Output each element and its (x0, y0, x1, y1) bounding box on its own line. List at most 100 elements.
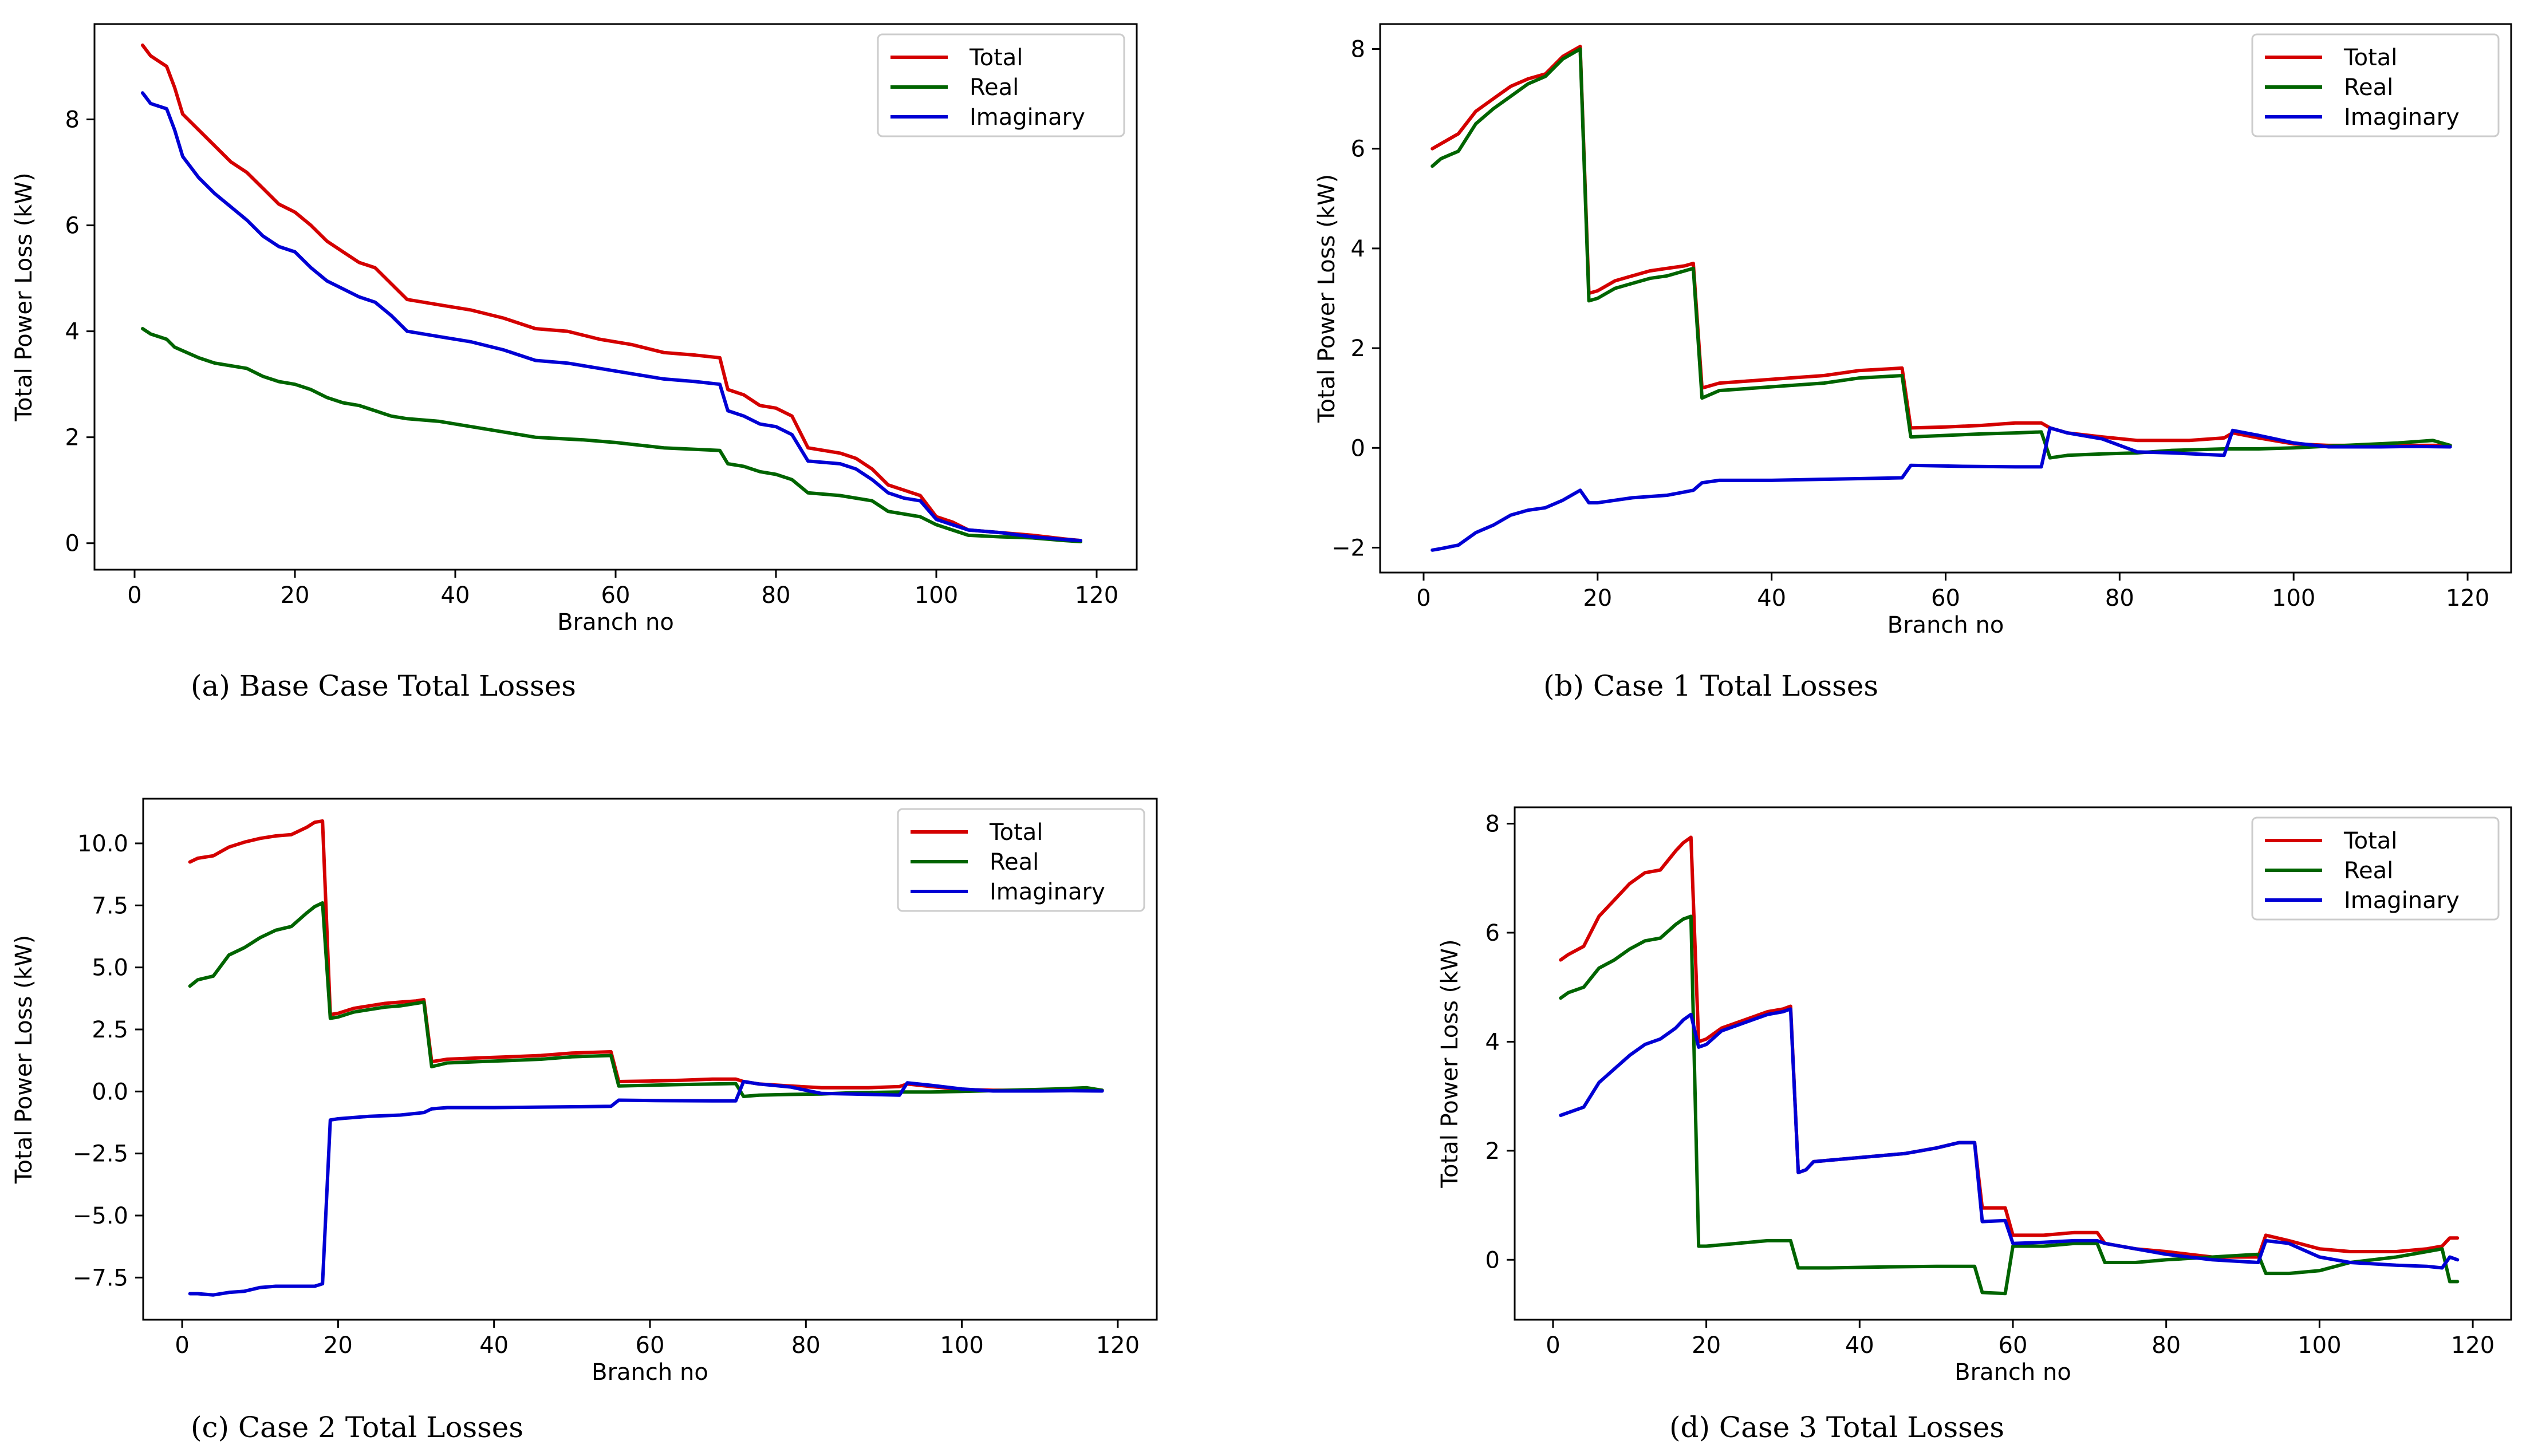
legend: Total Real Imaginary (2251, 33, 2500, 137)
x-tick-label: 60 (1999, 1332, 2028, 1359)
x-tick-label: 0 (127, 582, 141, 609)
legend: Total Real Imaginary (2251, 816, 2500, 921)
x-tick-label: 120 (1096, 1332, 1140, 1359)
x-tick-label: 100 (2272, 585, 2315, 611)
y-tick-label: 4 (1351, 236, 1365, 262)
figure-caption: (a) Base Case Total Losses (191, 669, 576, 703)
y-axis-label: Total Power Loss (kW) (11, 172, 37, 421)
x-tick-label: 120 (1075, 582, 1118, 609)
figure-caption: (c) Case 2 Total Losses (191, 1411, 523, 1444)
series-line-imaginary (1559, 1007, 2460, 1270)
y-tick-label: 7.5 (92, 893, 128, 919)
legend-label-imaginary: Imaginary (2344, 104, 2460, 131)
y-tick-label: −5.0 (73, 1203, 128, 1229)
series-group (141, 44, 1082, 543)
series-line-total (141, 44, 1082, 543)
x-tick-label: 100 (915, 582, 958, 609)
x-tick-label: 80 (2151, 1332, 2181, 1359)
y-tick-label: 0 (65, 531, 80, 557)
y-tick-label: −2 (1331, 535, 1365, 561)
x-tick-label: 20 (1692, 1332, 1721, 1359)
x-tick-label: 100 (2298, 1332, 2341, 1359)
x-tick-label: 100 (940, 1332, 983, 1359)
y-tick-label: 0 (1485, 1247, 1500, 1273)
x-tick-label: 40 (479, 1332, 509, 1359)
x-axis-label: Branch no (1887, 612, 2004, 638)
x-tick-label: 20 (324, 1332, 353, 1359)
series-line-real (1559, 914, 2460, 1296)
series-line-total (188, 819, 1104, 1092)
y-tick-label: 6 (1485, 920, 1500, 946)
y-tick-label: 8 (1351, 37, 1365, 63)
x-tick-label: 40 (1757, 585, 1786, 611)
legend-label-total: Total (969, 45, 1023, 71)
legend-label-imaginary: Imaginary (990, 879, 1105, 905)
series-group (1431, 45, 2452, 552)
x-tick-label: 40 (441, 582, 470, 609)
x-tick-label: 80 (2105, 585, 2134, 611)
series-line-imaginary (188, 1080, 1104, 1297)
figure-caption: (d) Case 3 Total Losses (1669, 1411, 2004, 1444)
x-tick-label: 80 (791, 1332, 821, 1359)
y-axis-label: Total Power Loss (kW) (1314, 174, 1340, 423)
y-tick-label: 6 (65, 213, 80, 239)
legend-label-real: Real (2344, 74, 2393, 101)
series-line-total (1431, 45, 2452, 447)
chart-panel-b: 0 20 40 60 80 100 120 −2 0 2 4 6 8 Branch no Total Pow… (1314, 23, 2512, 703)
legend-label-total: Total (2343, 45, 2397, 71)
series-line-real (141, 327, 1082, 543)
chart-panel-a: 0 20 40 60 80 100 120 0 2 4 6 8 Branch no Total Power… (11, 23, 1138, 703)
x-axis-label: Branch no (557, 609, 674, 636)
legend-label-real: Real (970, 74, 1019, 101)
x-axis-label: Branch no (1954, 1359, 2071, 1386)
legend-box (897, 808, 1145, 912)
series-line-imaginary (141, 91, 1082, 543)
x-tick-label: 120 (2446, 585, 2489, 611)
legend: Total Real Imaginary (877, 33, 1125, 137)
series-group (188, 819, 1104, 1297)
y-axis-label: Total Power Loss (kW) (1437, 939, 1463, 1188)
legend-label-imaginary: Imaginary (2344, 887, 2460, 914)
legend-box (2251, 816, 2500, 921)
series-line-real (1431, 47, 2452, 460)
y-tick-label: 8 (1485, 811, 1500, 838)
legend-box (2251, 33, 2500, 137)
series-line-imaginary (1431, 426, 2452, 552)
x-tick-label: 80 (762, 582, 791, 609)
y-tick-label: −2.5 (73, 1141, 128, 1167)
y-tick-label: 2 (1351, 336, 1365, 362)
legend: Total Real Imaginary (897, 808, 1145, 912)
legend-label-total: Total (2343, 828, 2397, 854)
x-tick-label: 0 (1546, 1332, 1560, 1359)
y-tick-label: 0.0 (92, 1079, 128, 1105)
series-group (1559, 835, 2460, 1296)
y-tick-label: −7.5 (73, 1265, 128, 1291)
x-tick-label: 40 (1845, 1332, 1874, 1359)
chart-panel-d: 0 20 40 60 80 100 120 0 2 4 6 8 Branch no Total Power… (1437, 806, 2512, 1444)
x-tick-label: 60 (1931, 585, 1960, 611)
legend-label-real: Real (2344, 858, 2393, 884)
legend-label-imaginary: Imaginary (970, 104, 1085, 131)
y-tick-label: 6 (1351, 136, 1365, 163)
y-tick-label: 2.5 (92, 1017, 128, 1043)
chart-panel-c: 0 20 40 60 80 100 120 −7.5 −5.0 −2.5 0.0 2.5 5.0 7.5 1… (11, 798, 1158, 1444)
y-tick-label: 0 (1351, 435, 1365, 461)
y-tick-label: 4 (65, 319, 80, 345)
x-tick-label: 20 (1583, 585, 1612, 611)
y-tick-label: 2 (65, 425, 80, 451)
figure-caption: (b) Case 1 Total Losses (1543, 669, 1878, 703)
y-axis-label: Total Power Loss (kW) (11, 935, 37, 1184)
y-tick-label: 2 (1485, 1138, 1500, 1165)
x-axis-label: Branch no (592, 1359, 708, 1386)
legend-box (877, 33, 1125, 137)
x-tick-label: 20 (281, 582, 310, 609)
x-tick-label: 0 (1416, 585, 1431, 611)
y-tick-label: 10.0 (77, 831, 128, 857)
x-tick-label: 0 (175, 1332, 189, 1359)
y-tick-label: 4 (1485, 1029, 1500, 1055)
legend-label-total: Total (989, 819, 1043, 846)
y-tick-label: 8 (65, 107, 80, 133)
x-tick-label: 120 (2451, 1332, 2495, 1359)
y-tick-label: 5.0 (92, 955, 128, 981)
